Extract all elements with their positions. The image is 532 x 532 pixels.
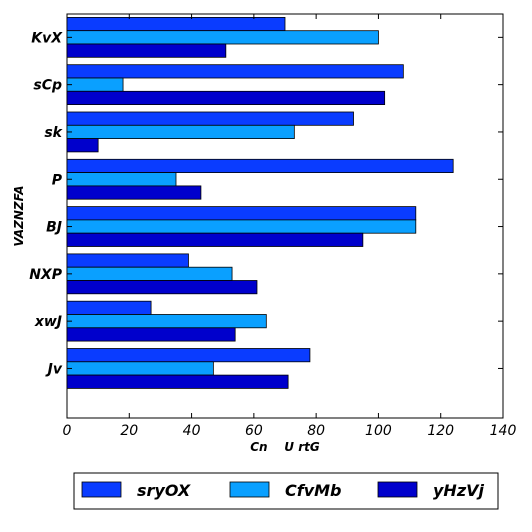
bar-yHzVj-P <box>66 185 202 200</box>
category-label: Jv <box>45 361 63 377</box>
bar-sryOX-NXP <box>66 253 189 268</box>
bar-CfvMb-Jv <box>66 361 214 376</box>
bar-yHzVj-sCp <box>66 90 386 106</box>
y-axis-label: VAZNZFA <box>12 185 26 246</box>
bar-CfvMb-P <box>66 172 177 187</box>
bar-yHzVj-BJ <box>66 232 364 247</box>
legend-label-yHzVj: yHzVj <box>433 481 485 500</box>
legend-label-sryOX: sryOX <box>137 481 191 500</box>
x-tick-label: 120 <box>427 423 454 439</box>
bar-CfvMb-KvX <box>66 30 379 45</box>
x-tick-label: 20 <box>120 423 138 439</box>
bar-sryOX-xwJ <box>66 300 152 315</box>
x-tick-label: 60 <box>245 423 263 439</box>
x-tick-label: 0 <box>63 423 72 439</box>
category-label: sk <box>44 125 63 141</box>
legend: sryOX CfvMb yHzVj <box>73 472 499 510</box>
bar-yHzVj-xwJ <box>66 327 236 342</box>
bar-sryOX-Jv <box>66 348 311 363</box>
legend-swatch-yHzVj <box>377 481 418 498</box>
bar-sryOX-sk <box>66 111 354 126</box>
x-tick-label: 40 <box>183 423 201 439</box>
bar-sryOX-BJ <box>66 206 417 221</box>
bar-CfvMb-sk <box>66 124 295 140</box>
legend-label-CfvMb: CfvMb <box>285 481 342 500</box>
legend-swatch-sryOX <box>81 481 122 498</box>
bar-yHzVj-KvX <box>66 43 227 58</box>
legend-frame <box>73 472 499 510</box>
bar-sryOX-P <box>66 158 454 174</box>
x-tick-label: 80 <box>307 423 325 439</box>
labels-layer: Jv xwJ NXP BJ Psk sCp KvX 0 20 40 60 80 100 120 140 <box>29 30 516 439</box>
legend-swatch-CfvMb <box>229 481 270 498</box>
ticks-layer <box>66 14 504 418</box>
bar-CfvMb-NXP <box>66 266 233 281</box>
bar-sryOX-KvX <box>66 16 286 32</box>
x-axis-label: Cn U rtG <box>250 440 320 454</box>
x-tick-label: 140 <box>490 423 517 439</box>
bar-CfvMb-BJ <box>66 219 417 234</box>
bar-CfvMb-sCp <box>66 77 124 92</box>
category-label: NXP <box>29 267 63 283</box>
x-tick-label: 100 <box>365 423 392 439</box>
bar-yHzVj-Jv <box>66 374 289 389</box>
bar-sryOX-sCp <box>66 64 404 79</box>
bar-yHzVj-NXP <box>66 280 258 295</box>
bars-layer <box>66 16 454 389</box>
bar-CfvMb-xwJ <box>66 314 267 329</box>
category-label: P <box>52 172 63 188</box>
category-label: BJ <box>46 220 62 236</box>
category-label: sCp <box>33 78 62 94</box>
category-label: KvX <box>31 30 63 46</box>
bar-yHzVj-sk <box>66 138 99 153</box>
category-label: xwJ <box>34 314 62 330</box>
